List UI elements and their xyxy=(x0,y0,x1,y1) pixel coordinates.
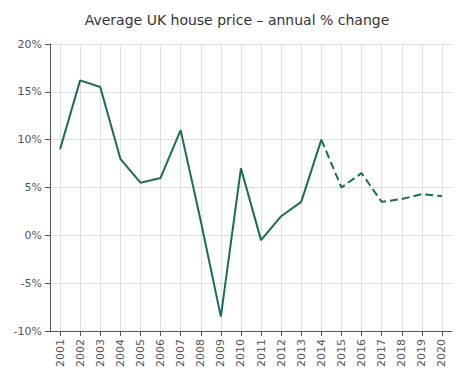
svg-text:Average UK house price – annua: Average UK house price – annual % change xyxy=(85,12,390,28)
svg-text:2006: 2006 xyxy=(154,339,167,367)
svg-text:2018: 2018 xyxy=(395,339,408,367)
svg-text:2009: 2009 xyxy=(214,339,227,367)
svg-text:2016: 2016 xyxy=(355,339,368,367)
svg-text:2015: 2015 xyxy=(335,339,348,367)
svg-text:2013: 2013 xyxy=(295,339,308,367)
svg-text:20%: 20% xyxy=(18,38,42,51)
svg-text:2003: 2003 xyxy=(94,339,107,367)
svg-text:2012: 2012 xyxy=(275,339,288,367)
svg-text:2005: 2005 xyxy=(134,339,147,367)
svg-text:2014: 2014 xyxy=(315,339,328,367)
svg-text:2011: 2011 xyxy=(255,339,268,367)
svg-text:-10%: -10% xyxy=(14,325,42,338)
svg-text:2019: 2019 xyxy=(415,339,428,367)
svg-text:15%: 15% xyxy=(18,85,42,98)
svg-text:2010: 2010 xyxy=(234,339,247,367)
svg-text:2004: 2004 xyxy=(114,339,127,367)
svg-text:2007: 2007 xyxy=(174,339,187,367)
svg-text:2002: 2002 xyxy=(74,339,87,367)
svg-text:2008: 2008 xyxy=(194,339,207,367)
svg-text:2020: 2020 xyxy=(435,339,448,367)
svg-text:2001: 2001 xyxy=(54,339,67,367)
svg-text:2017: 2017 xyxy=(375,339,388,367)
svg-text:5%: 5% xyxy=(25,181,42,194)
svg-text:10%: 10% xyxy=(18,133,42,146)
svg-text:0%: 0% xyxy=(25,229,42,242)
svg-text:-5%: -5% xyxy=(21,277,42,290)
